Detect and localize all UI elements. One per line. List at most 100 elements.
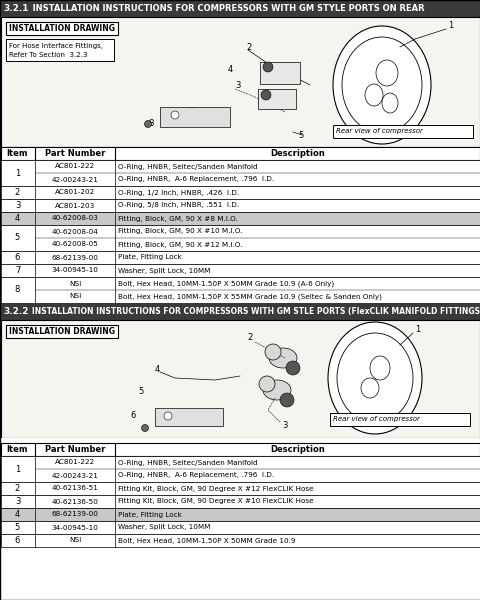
Text: INSTALLATION DRAWING: INSTALLATION DRAWING (9, 327, 115, 336)
Bar (1, 212, 479, 225)
Circle shape (263, 62, 273, 72)
Text: 4: 4 (155, 365, 160, 374)
Bar (1, 534, 479, 547)
Ellipse shape (375, 60, 397, 86)
Text: Refer To Section  3.2.3: Refer To Section 3.2.3 (9, 52, 87, 58)
Ellipse shape (336, 333, 412, 423)
Text: 8: 8 (15, 286, 20, 295)
Text: Item: Item (7, 149, 28, 158)
Text: 3: 3 (281, 421, 287, 430)
Ellipse shape (332, 26, 430, 144)
Ellipse shape (381, 93, 397, 113)
Bar (257, 89, 295, 109)
Text: AC801-202: AC801-202 (55, 190, 95, 196)
Text: AC801-203: AC801-203 (55, 202, 95, 208)
Circle shape (279, 393, 293, 407)
Text: NSI: NSI (69, 538, 81, 544)
Bar (260, 62, 300, 84)
Text: Plate, Fitting Lock: Plate, Fitting Lock (118, 254, 181, 260)
Text: Washer, Split Lock, 10MM: Washer, Split Lock, 10MM (118, 524, 210, 530)
Text: 3.2.2: 3.2.2 (3, 307, 28, 316)
Bar (329, 413, 469, 426)
Ellipse shape (263, 380, 290, 400)
Text: 68-62139-00: 68-62139-00 (51, 254, 98, 260)
Text: Fitting Kit, Block, GM, 90 Degree X #10 FlexCLIK Hose: Fitting Kit, Block, GM, 90 Degree X #10 … (118, 499, 313, 505)
Text: Part Number: Part Number (45, 445, 105, 454)
Text: Item: Item (7, 445, 28, 454)
Text: 3: 3 (235, 80, 240, 89)
Text: 5: 5 (15, 523, 20, 532)
Text: O-Ring, 1/2 Inch, HNBR, .426  I.D.: O-Ring, 1/2 Inch, HNBR, .426 I.D. (118, 190, 239, 196)
Text: 34-00945-10: 34-00945-10 (51, 268, 98, 274)
Bar (1, 456, 479, 482)
Ellipse shape (341, 37, 421, 133)
Circle shape (264, 344, 280, 360)
Bar (6, 39, 114, 61)
Text: INSTALLATION INSTRUCTIONS FOR COMPRESSORS WITH GM STLE PORTS (FlexCLIK MANIFOLD : INSTALLATION INSTRUCTIONS FOR COMPRESSOR… (24, 307, 480, 316)
Text: Bolt, Hex Head, 10MM-1.50P X 55MM Grade 10.9 (Seltec & Sanden Only): Bolt, Hex Head, 10MM-1.50P X 55MM Grade … (118, 293, 381, 300)
Text: 3.2.1: 3.2.1 (3, 4, 28, 13)
Bar (6, 22, 118, 35)
Text: 40-62008-03: 40-62008-03 (51, 215, 98, 221)
Bar (1, 17, 479, 147)
Bar (0, 303, 480, 320)
Text: 5: 5 (15, 233, 20, 242)
Text: 4: 4 (15, 214, 20, 223)
Text: Rear view of compressor: Rear view of compressor (336, 128, 422, 134)
Text: 1: 1 (414, 325, 420, 335)
Text: Fitting, Block, GM, 90 X #8 M.I.O.: Fitting, Block, GM, 90 X #8 M.I.O. (118, 215, 237, 221)
Text: 6: 6 (15, 253, 20, 262)
Circle shape (171, 111, 179, 119)
Bar (1, 147, 479, 160)
Bar (0, 0, 480, 17)
Text: INSTALLATION INSTRUCTIONS FOR COMPRESSORS WITH GM STYLE PORTS ON REAR: INSTALLATION INSTRUCTIONS FOR COMPRESSOR… (24, 4, 424, 13)
Text: 2: 2 (245, 43, 251, 52)
Text: AC801-222: AC801-222 (55, 460, 95, 466)
Text: 40-62136-50: 40-62136-50 (51, 499, 98, 505)
Bar (1, 482, 479, 495)
Text: 3: 3 (15, 201, 20, 210)
Text: O-Ring, HNBR,  A-6 Replacement, .796  I.D.: O-Ring, HNBR, A-6 Replacement, .796 I.D. (118, 473, 274, 479)
Text: 2: 2 (15, 484, 20, 493)
Circle shape (286, 361, 300, 375)
Bar (1, 438, 479, 443)
Bar (332, 125, 472, 138)
Text: NSI: NSI (69, 280, 81, 286)
Text: 4: 4 (15, 510, 20, 519)
Bar (1, 277, 479, 303)
Ellipse shape (268, 348, 296, 368)
Bar (1, 199, 479, 212)
Text: 1: 1 (447, 22, 452, 31)
Text: Fitting, Block, GM, 90 X #12 M.I.O.: Fitting, Block, GM, 90 X #12 M.I.O. (118, 241, 242, 247)
Bar (1, 225, 479, 251)
Text: 2: 2 (15, 188, 20, 197)
Circle shape (261, 90, 270, 100)
Text: 1: 1 (15, 169, 20, 178)
Text: 40-62136-51: 40-62136-51 (51, 485, 98, 491)
Bar (160, 107, 229, 127)
Text: 1: 1 (15, 464, 20, 473)
Text: 40-62008-05: 40-62008-05 (51, 241, 98, 247)
Text: 8: 8 (148, 118, 153, 127)
Ellipse shape (369, 356, 389, 380)
Text: 40-62008-04: 40-62008-04 (51, 229, 98, 235)
Text: 42-00243-21: 42-00243-21 (51, 473, 98, 479)
Text: Description: Description (270, 445, 324, 454)
Text: 5: 5 (138, 388, 143, 397)
Text: Rear view of compressor: Rear view of compressor (332, 416, 419, 422)
Bar (1, 320, 479, 438)
Bar (1, 186, 479, 199)
Text: 6: 6 (15, 536, 20, 545)
Bar (1, 160, 479, 186)
Bar (1, 521, 479, 534)
Text: 2: 2 (247, 334, 252, 343)
Bar (6, 325, 118, 338)
Text: Part Number: Part Number (45, 149, 105, 158)
Text: 6: 6 (188, 107, 193, 116)
Text: 3: 3 (15, 497, 20, 506)
Bar (1, 251, 479, 264)
Text: O-Ring, HNBR,  A-6 Replacement, .796  I.D.: O-Ring, HNBR, A-6 Replacement, .796 I.D. (118, 176, 274, 182)
Text: O-Ring, HNBR, Seltec/Sanden Manifold: O-Ring, HNBR, Seltec/Sanden Manifold (118, 460, 257, 466)
Circle shape (164, 412, 172, 420)
Ellipse shape (360, 378, 378, 398)
